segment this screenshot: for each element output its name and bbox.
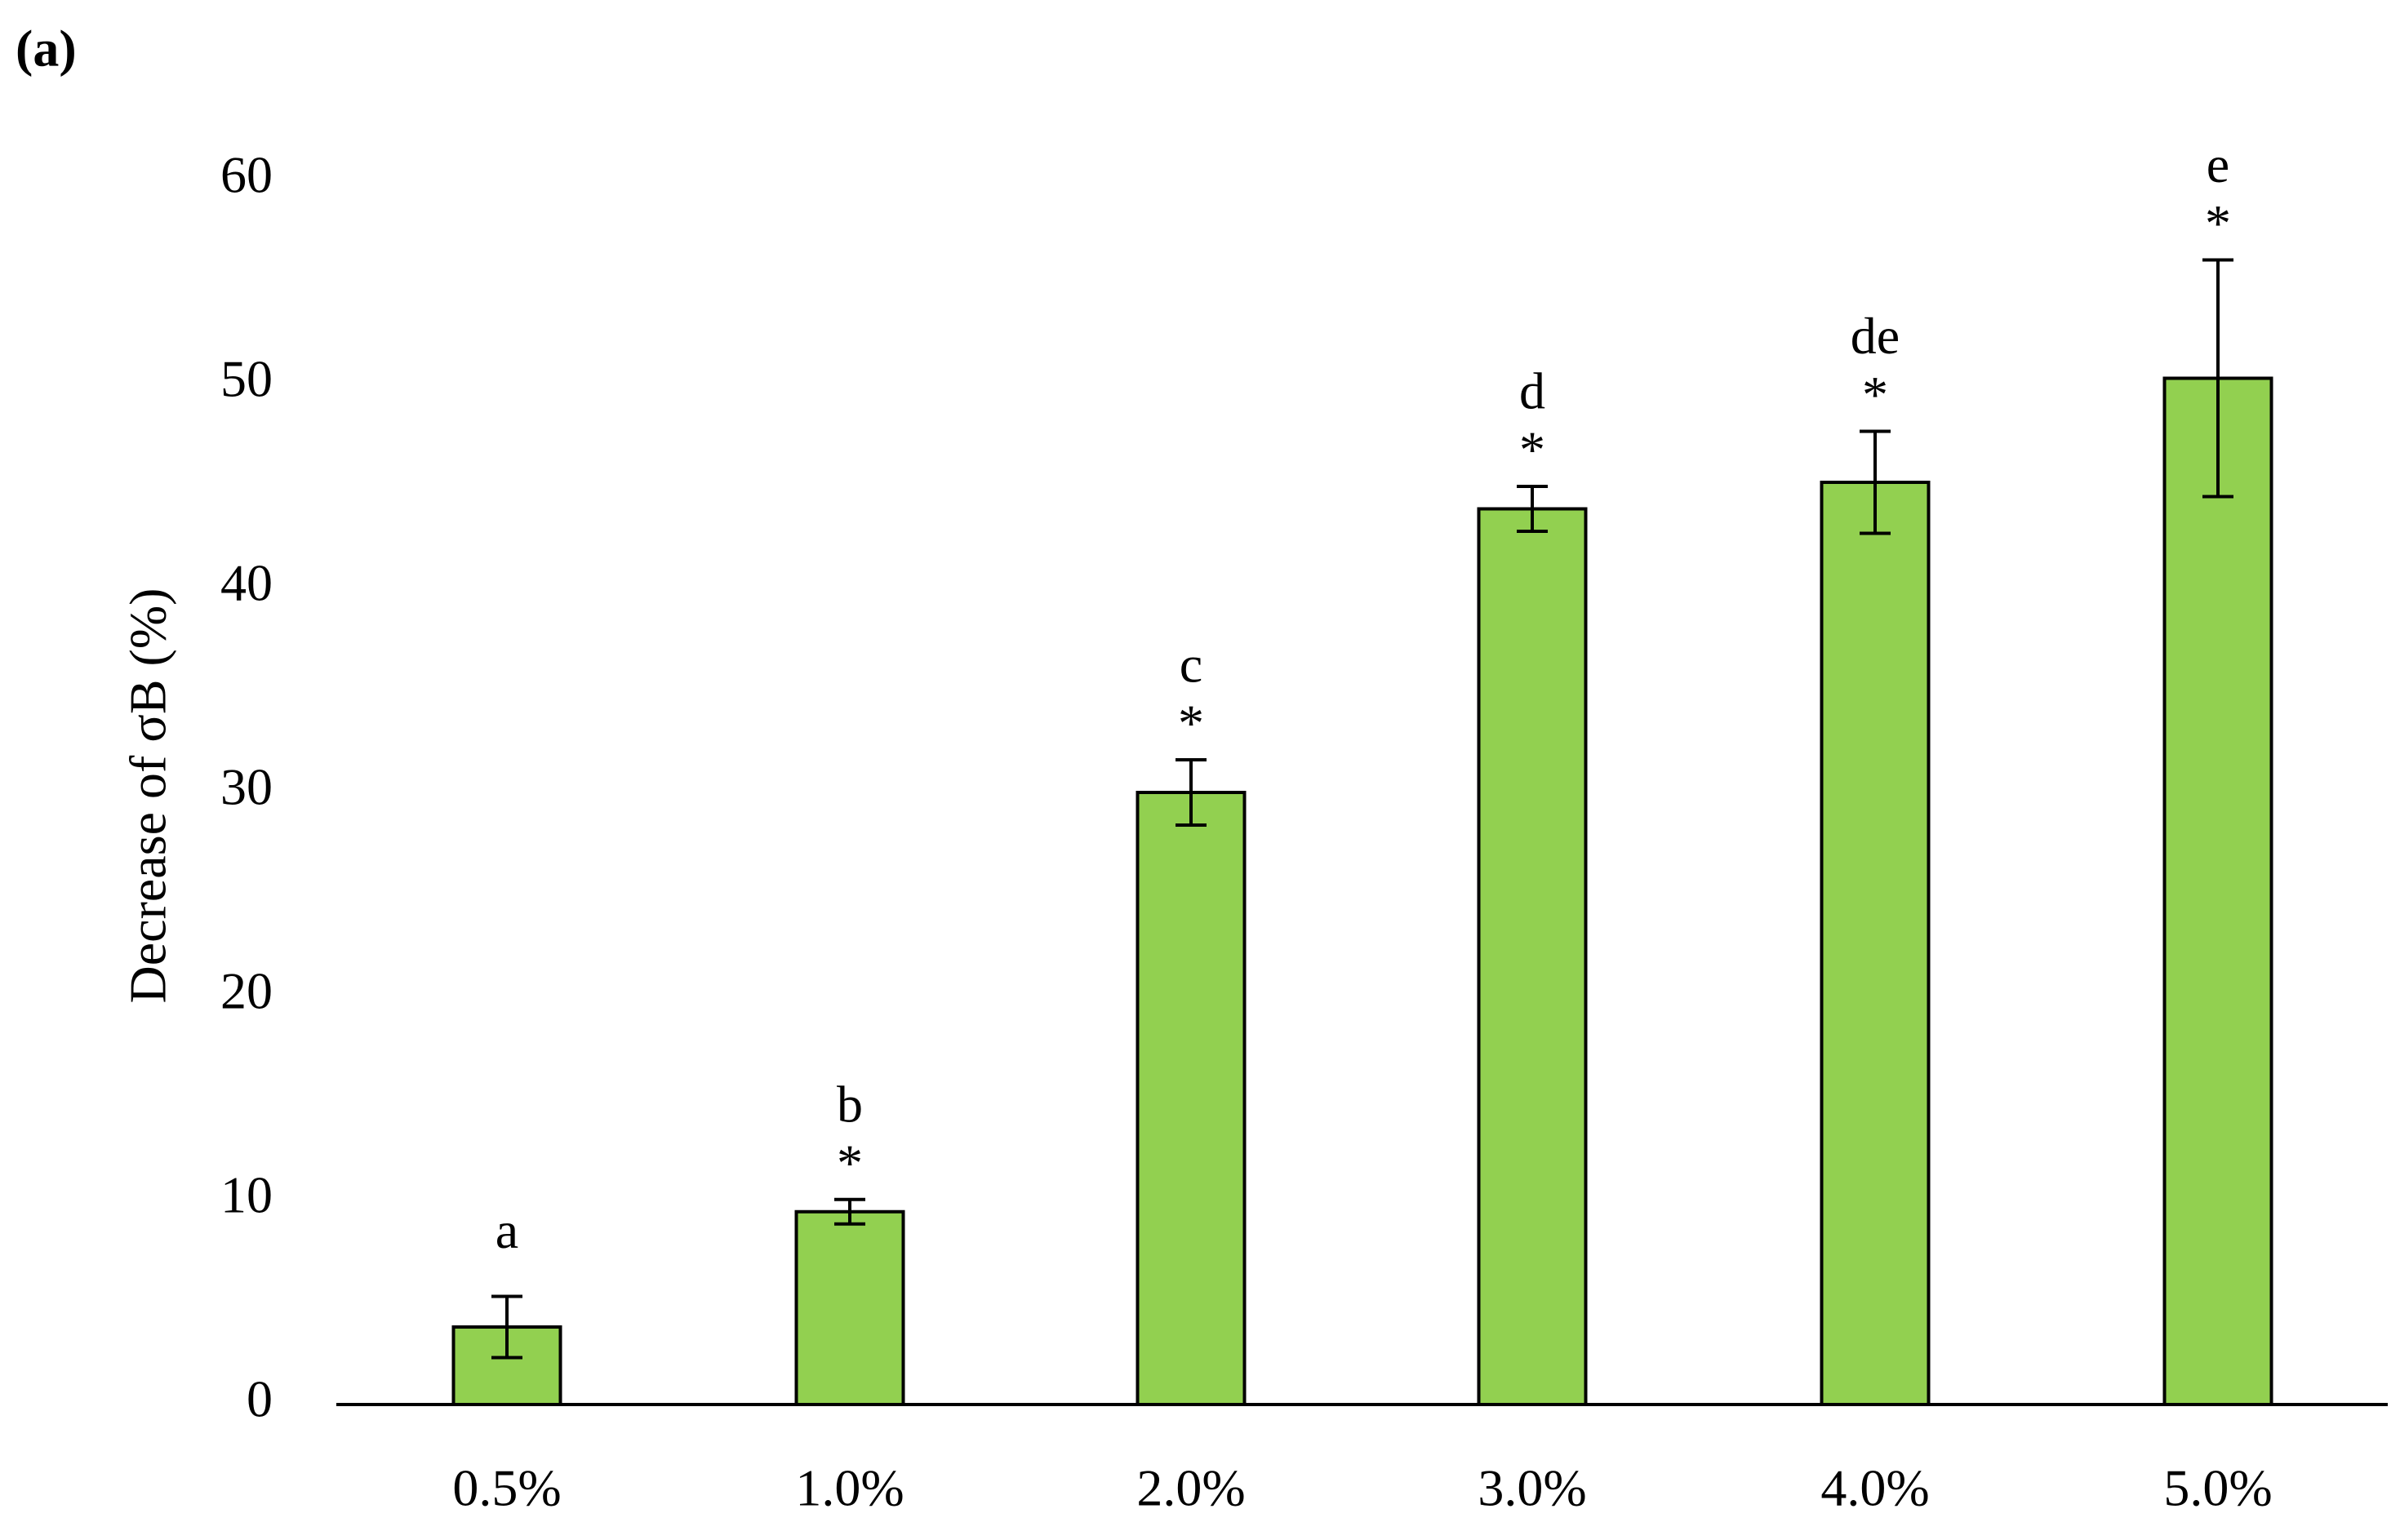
significance-marker: * (1178, 695, 1204, 752)
y-tick-label: 30 (220, 758, 273, 816)
x-tick-label: 3.0% (1478, 1459, 1586, 1517)
y-tick-label: 40 (220, 554, 273, 612)
bar (1820, 481, 1931, 1406)
significance-marker: * (2205, 194, 2231, 252)
significance-marker: * (1519, 421, 1545, 479)
x-tick-label: 4.0% (1820, 1459, 1929, 1517)
significance-marker: * (1862, 366, 1888, 424)
significance-marker: * (837, 1134, 863, 1192)
y-tick-label: 50 (220, 350, 273, 408)
y-tick-label: 0 (247, 1370, 273, 1428)
group-letter: d (1519, 362, 1545, 420)
group-letter: de (1851, 307, 1900, 365)
y-tick-label: 60 (220, 146, 273, 204)
group-letter: a (496, 1201, 518, 1259)
y-tick-label: 10 (220, 1166, 273, 1224)
x-tick-label: 0.5% (452, 1459, 561, 1517)
bar (1136, 791, 1247, 1406)
bar (2162, 376, 2273, 1406)
x-tick-label: 1.0% (795, 1459, 904, 1517)
panel-label: (a) (16, 20, 77, 78)
group-letter: e (2207, 135, 2229, 193)
bar (1477, 507, 1588, 1406)
y-tick-label: 20 (220, 962, 273, 1020)
x-tick-label: 2.0% (1136, 1459, 1245, 1517)
bar (794, 1209, 905, 1406)
x-tick-label: 5.0% (2163, 1459, 2272, 1517)
group-letter: c (1180, 636, 1202, 694)
y-axis-title: Decrease of σB (%) (119, 588, 177, 1004)
group-letter: b (837, 1075, 863, 1133)
